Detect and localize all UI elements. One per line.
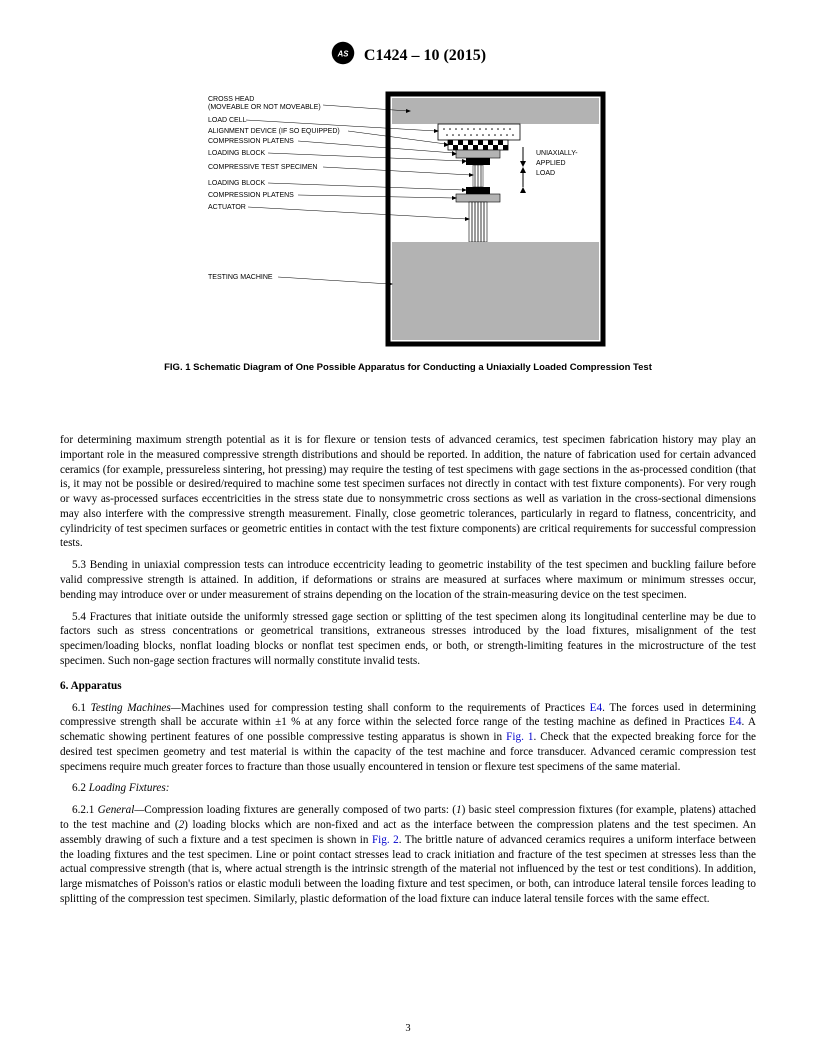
link-e4-1[interactable]: E4	[590, 702, 602, 714]
astm-logo-icon: AS	[330, 40, 356, 71]
paragraph-continuation: for determining maximum strength potenti…	[60, 433, 756, 551]
label-load-cell: LOAD CELL	[208, 117, 247, 124]
label-platens-upper: COMPRESSION PLATENS	[208, 138, 294, 145]
label-alignment: ALIGNMENT DEVICE (IF SO EQUIPPED)	[208, 128, 340, 135]
label-load-1: UNIAXIALLY-	[536, 150, 578, 157]
label-load-3: LOAD	[536, 170, 555, 177]
section-6-heading: 6. Apparatus	[60, 679, 756, 694]
paragraph-6-2: 6.2 Loading Fixtures:	[60, 781, 756, 796]
label-load-2: APPLIED	[536, 160, 566, 167]
svg-text:AS: AS	[336, 49, 349, 58]
paragraph-6-1: 6.1 Testing Machines—Machines used for c…	[60, 701, 756, 775]
paragraph-5-4: 5.4 Fractures that initiate outside the …	[60, 610, 756, 669]
label-platens-lower: COMPRESSION PLATENS	[208, 192, 294, 199]
figure-1-diagram: CROSS HEAD (MOVEABLE OR NOT MOVEABLE) LO…	[208, 89, 608, 349]
page-number: 3	[0, 1023, 816, 1034]
label-loading-block-lower: LOADING BLOCK	[208, 180, 266, 187]
label-actuator: ACTUATOR	[208, 204, 246, 211]
link-fig-2[interactable]: Fig. 2	[372, 834, 399, 846]
paragraph-6-2-1: 6.2.1 General—Compression loading fixtur…	[60, 803, 756, 906]
label-loading-block-upper: LOADING BLOCK	[208, 150, 266, 157]
paragraph-5-3: 5.3 Bending in uniaxial compression test…	[60, 558, 756, 602]
label-testing-machine: TESTING MACHINE	[208, 274, 273, 281]
body-text-container: for determining maximum strength potenti…	[60, 433, 756, 907]
figure-1-caption: FIG. 1 Schematic Diagram of One Possible…	[60, 362, 756, 373]
figure-1-container: CROSS HEAD (MOVEABLE OR NOT MOVEABLE) LO…	[60, 89, 756, 373]
document-number: C1424 – 10 (2015)	[364, 47, 486, 65]
label-specimen: COMPRESSIVE TEST SPECIMEN	[208, 164, 317, 171]
document-header: AS C1424 – 10 (2015)	[60, 40, 756, 71]
link-e4-2[interactable]: E4	[729, 716, 741, 728]
label-cross-head-1: CROSS HEAD	[208, 96, 254, 103]
link-fig-1[interactable]: Fig. 1	[506, 731, 533, 743]
label-cross-head-2: (MOVEABLE OR NOT MOVEABLE)	[208, 104, 321, 111]
